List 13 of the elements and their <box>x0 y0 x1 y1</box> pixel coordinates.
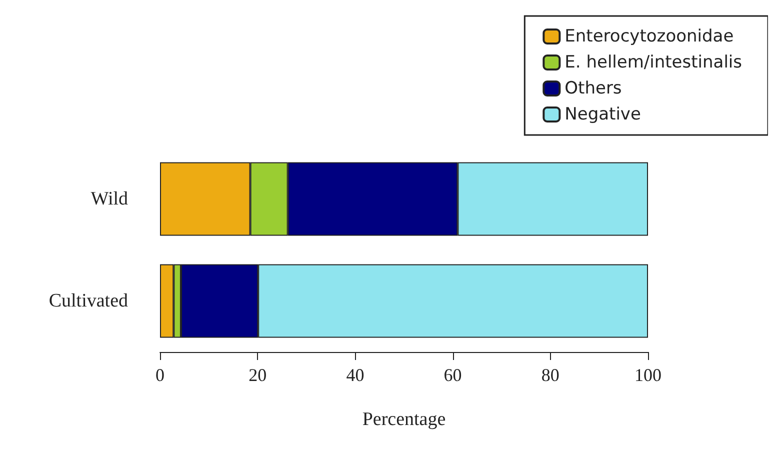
x-tick-label: 40 <box>346 365 364 385</box>
x-tick-label: 60 <box>444 365 462 385</box>
x-tick-label: 0 <box>156 365 164 385</box>
y-tick-label: Wild <box>90 188 128 210</box>
legend-label: Enterocytozoonidae <box>564 26 734 46</box>
legend-label: Others <box>564 78 622 98</box>
x-tick-label: 100 <box>634 365 662 385</box>
legend-label: E. hellem/intestinalis <box>564 52 742 72</box>
x-tick-label: 20 <box>248 365 267 385</box>
legend-label: Negative <box>564 104 641 124</box>
x-tick-label: 80 <box>541 365 560 385</box>
y-tick-label: Cultivated <box>48 290 128 312</box>
x-axis-title: Percentage <box>362 409 446 430</box>
